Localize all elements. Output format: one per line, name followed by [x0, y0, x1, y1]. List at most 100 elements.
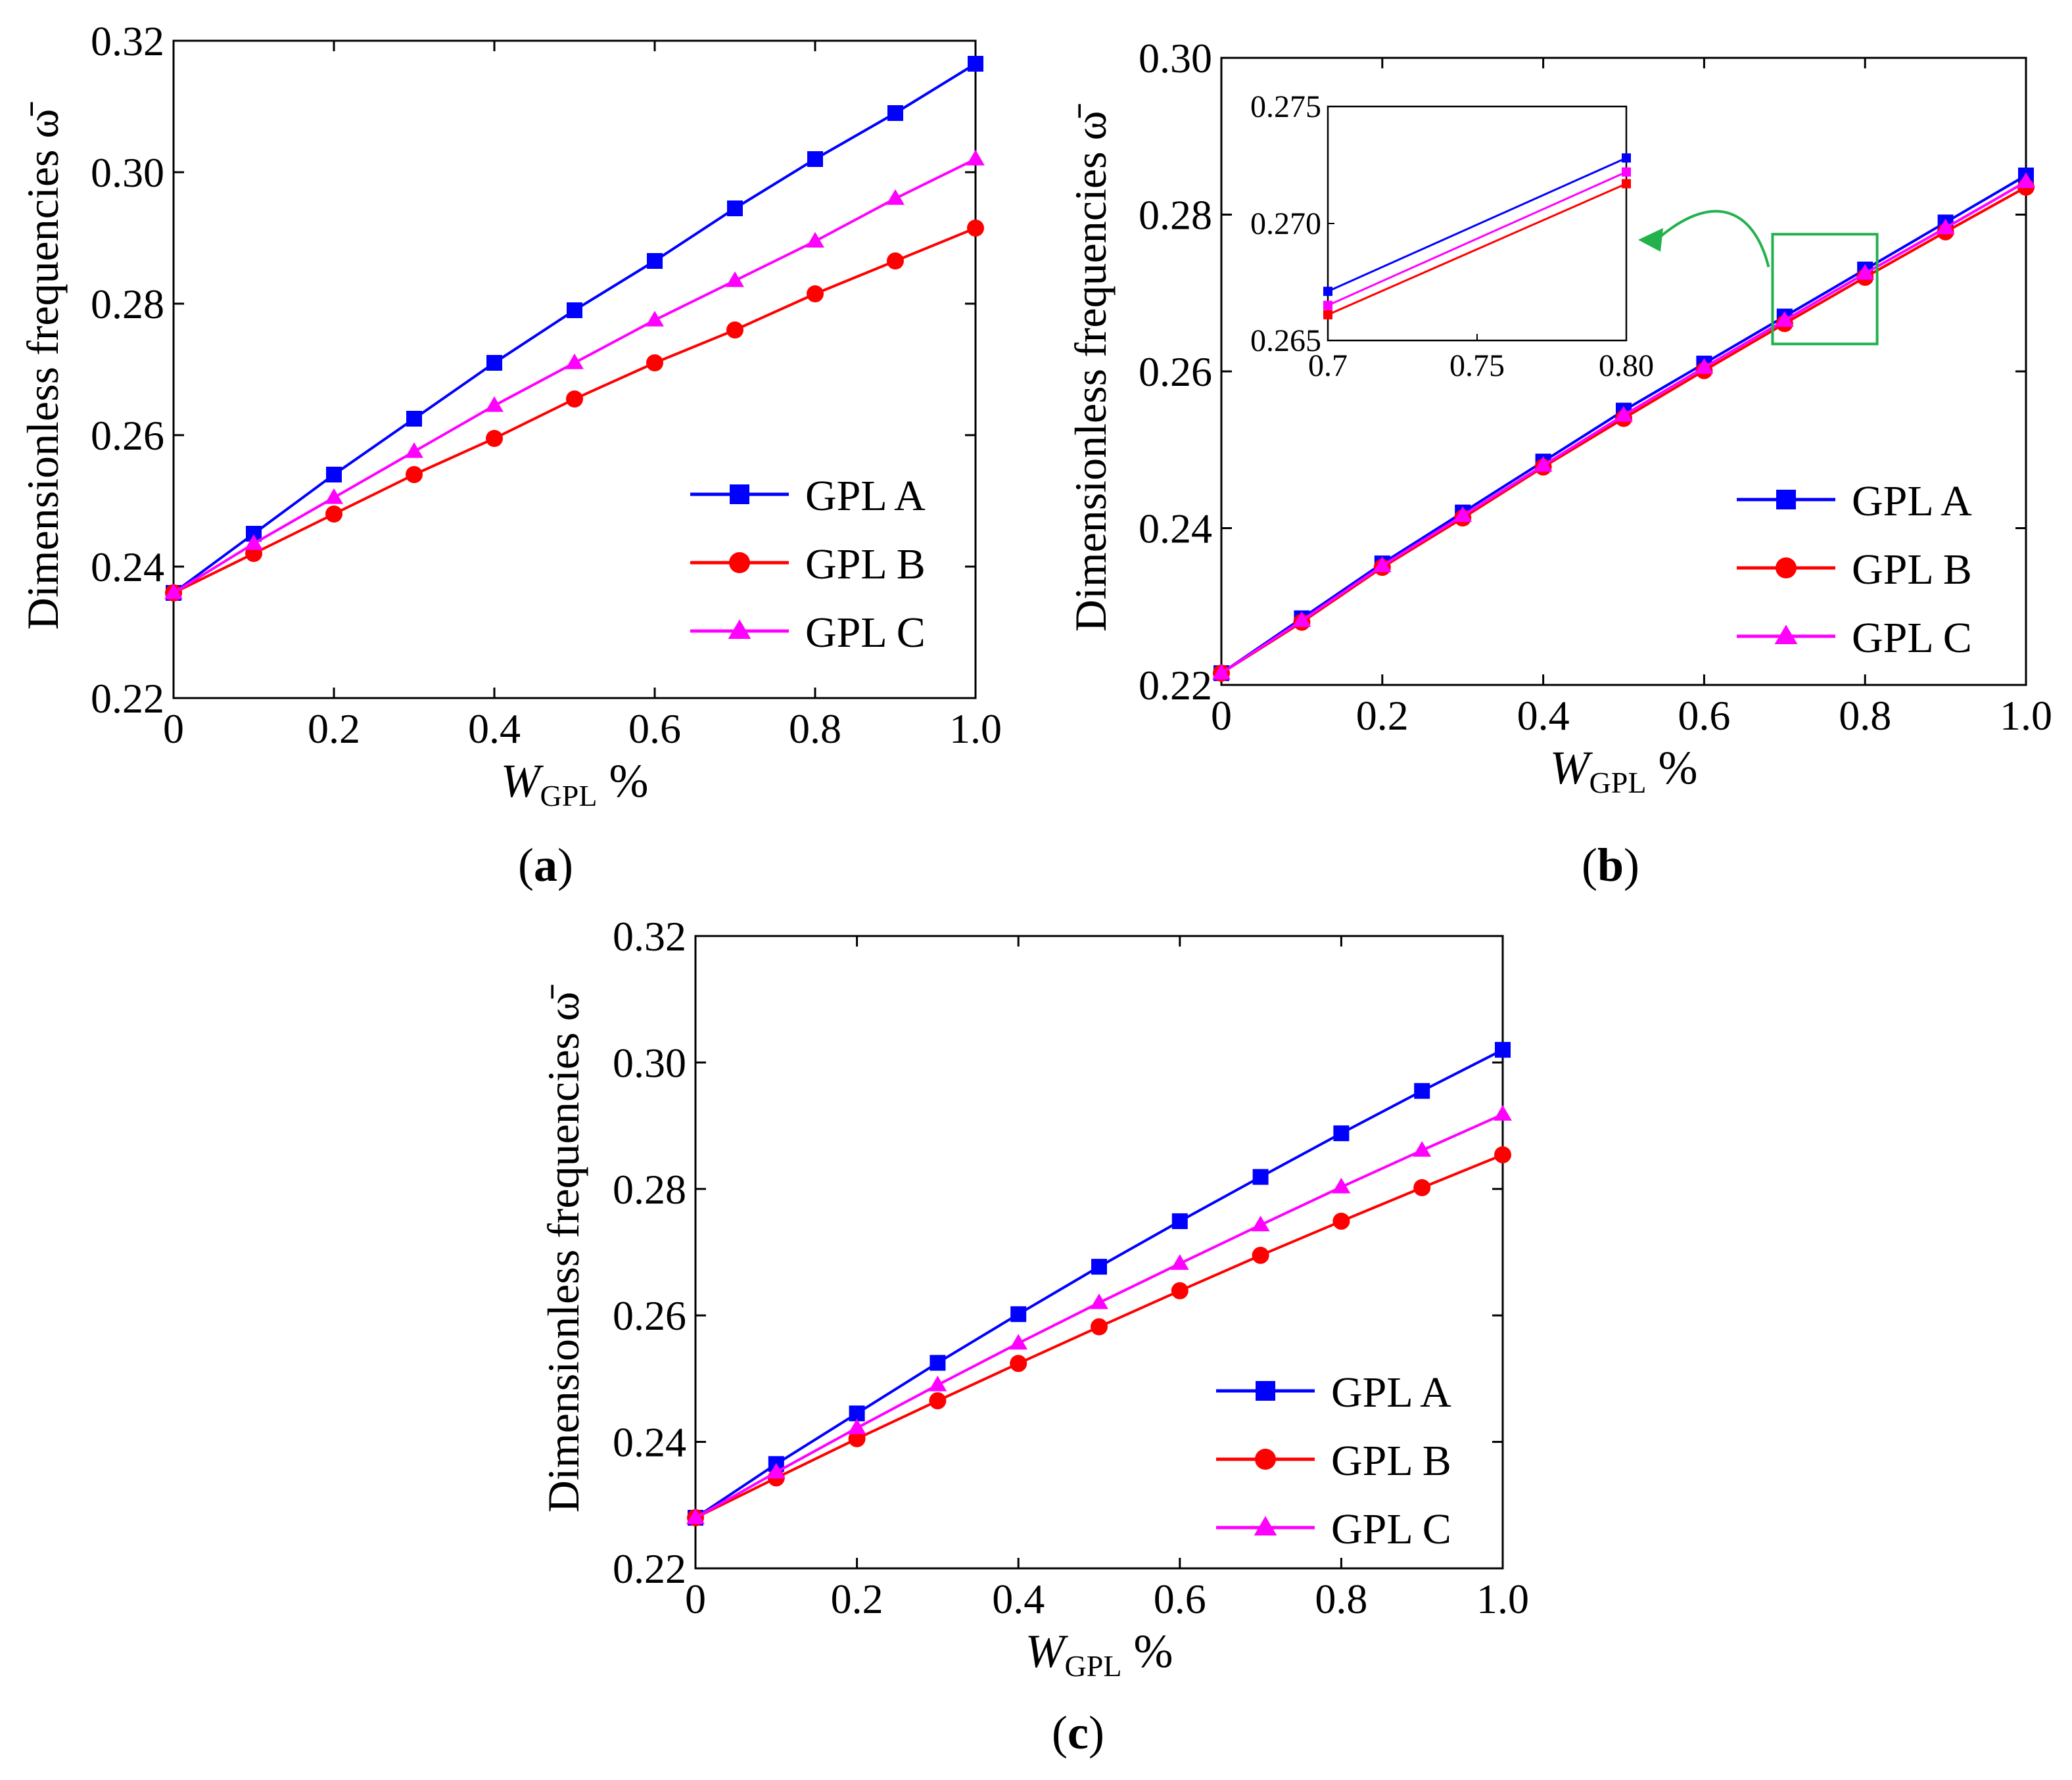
y-tick-label: 0.22 [613, 1545, 686, 1592]
y-tick-label: 0.32 [91, 18, 164, 64]
x-axis-label-suffix: % [1646, 741, 1697, 794]
data-point [966, 149, 985, 166]
legend-marker [730, 484, 749, 504]
y-axis-label: Dimensionless frequencies ω̄ [1066, 104, 1116, 632]
inset-data-point [1622, 153, 1631, 163]
panel-caption: (a) [518, 839, 573, 891]
y-tick-label: 0.26 [91, 412, 164, 459]
data-point [406, 466, 423, 483]
inset-series-line [1327, 156, 1627, 293]
legend-marker [729, 552, 750, 573]
plot-frame [172, 39, 977, 699]
plot-frame [694, 935, 1504, 1570]
data-point [566, 390, 583, 408]
data-point [646, 310, 664, 327]
data-point [887, 105, 903, 121]
y-tick-label: 0.30 [91, 149, 164, 196]
legend-marker [728, 619, 751, 639]
data-point [1252, 1246, 1269, 1264]
x-axis-label-suffix: % [597, 755, 648, 807]
x-tick-label: 1.0 [2000, 692, 2052, 739]
legend-label: GPL A [805, 472, 926, 520]
legend-marker [1776, 557, 1797, 578]
data-point [807, 151, 823, 167]
x-tick-label: 0.2 [1356, 692, 1409, 739]
y-tick-label: 0.30 [1139, 35, 1212, 82]
y-tick-label: 0.30 [613, 1039, 686, 1086]
data-point [968, 56, 983, 72]
data-point [326, 467, 342, 482]
data-point [1453, 506, 1472, 522]
panel-caption: (c) [1052, 1706, 1104, 1759]
data-point [848, 1430, 866, 1447]
x-axis-label-main: W [501, 755, 544, 807]
data-point [486, 430, 503, 447]
zoom-box [1771, 233, 1879, 346]
data-point [726, 271, 744, 287]
data-point [1009, 1334, 1028, 1350]
series-line-gpl-c [172, 158, 976, 594]
y-tick-label: 0.22 [1139, 662, 1212, 709]
data-point [245, 534, 263, 550]
data-point [806, 231, 824, 248]
data-point [726, 321, 743, 339]
series-line-gpl-b [173, 227, 976, 594]
data-point [486, 355, 502, 371]
zoom-arrow-curve [1655, 210, 1770, 268]
data-point [1010, 1306, 1027, 1323]
y-tick-label: 0.22 [91, 675, 164, 722]
x-axis-label-sub: GPL [540, 779, 598, 812]
data-point [1010, 1355, 1027, 1372]
x-tick-label: 1.0 [949, 705, 1002, 752]
data-point [727, 200, 743, 216]
legend-label: GPL B [1331, 1437, 1451, 1485]
inset-y-tick-label: 0.270 [1250, 206, 1321, 241]
x-axis-label: WGPL % [501, 755, 649, 812]
data-point [164, 583, 183, 599]
data-point [1494, 1105, 1512, 1121]
data-point [1775, 311, 1794, 327]
inset-x-tick-label: 0.7 [1308, 348, 1348, 383]
x-axis-label-sub: GPL [1065, 1649, 1122, 1683]
inset-x-tick-label: 0.75 [1449, 348, 1505, 383]
data-point [1252, 1169, 1269, 1185]
inset-frame [1327, 105, 1628, 342]
data-point [406, 411, 422, 427]
y-tick-label: 0.28 [1139, 192, 1212, 239]
x-tick-label: 0.4 [468, 705, 521, 752]
x-axis-label: WGPL % [1550, 741, 1698, 799]
y-tick-label: 0.24 [91, 544, 164, 590]
data-point [929, 1392, 947, 1410]
legend-label: GPL A [1331, 1369, 1451, 1417]
data-point [1091, 1259, 1107, 1275]
data-point [1333, 1125, 1350, 1142]
data-point [325, 488, 343, 504]
inset-plot: 0.7 0.75 0.80 0.265 0.270 0.275 [1250, 89, 1654, 383]
inset-data-point [1323, 300, 1332, 310]
caption-paren-close: ) [1624, 839, 1639, 891]
data-point [1373, 556, 1392, 573]
chart-panel-a: 0 0.2 0.4 0.6 0.8 1.0 0.22 0.24 0.26 0.28 0.30 0.32… [18, 18, 1002, 891]
legend-label: GPL C [1852, 614, 1972, 662]
data-point [2017, 172, 2035, 188]
caption-letter: a [534, 839, 557, 891]
data-point [1171, 1213, 1188, 1229]
y-axis-label: Dimensionless frequencies ω̄ [18, 102, 68, 630]
data-point [686, 1508, 705, 1524]
x-axis-label-main: W [1550, 741, 1593, 794]
y-tick-label: 0.26 [613, 1292, 686, 1339]
x-tick-label: 0 [163, 705, 184, 752]
y-tick-label: 0.26 [1139, 348, 1212, 395]
inset-series-line [1327, 171, 1627, 306]
data-point [1856, 264, 1875, 280]
data-point [1495, 1042, 1511, 1058]
caption-paren-open: ( [1052, 1706, 1068, 1759]
legend-label: GPL C [1331, 1505, 1451, 1553]
legend-label: GPL C [805, 609, 926, 657]
inset-x-tick-label: 0.80 [1599, 348, 1654, 383]
data-point [1494, 1146, 1511, 1163]
data-point [485, 396, 504, 412]
data-point [847, 1418, 866, 1435]
data-point [1091, 1318, 1108, 1336]
data-point [1292, 611, 1311, 627]
